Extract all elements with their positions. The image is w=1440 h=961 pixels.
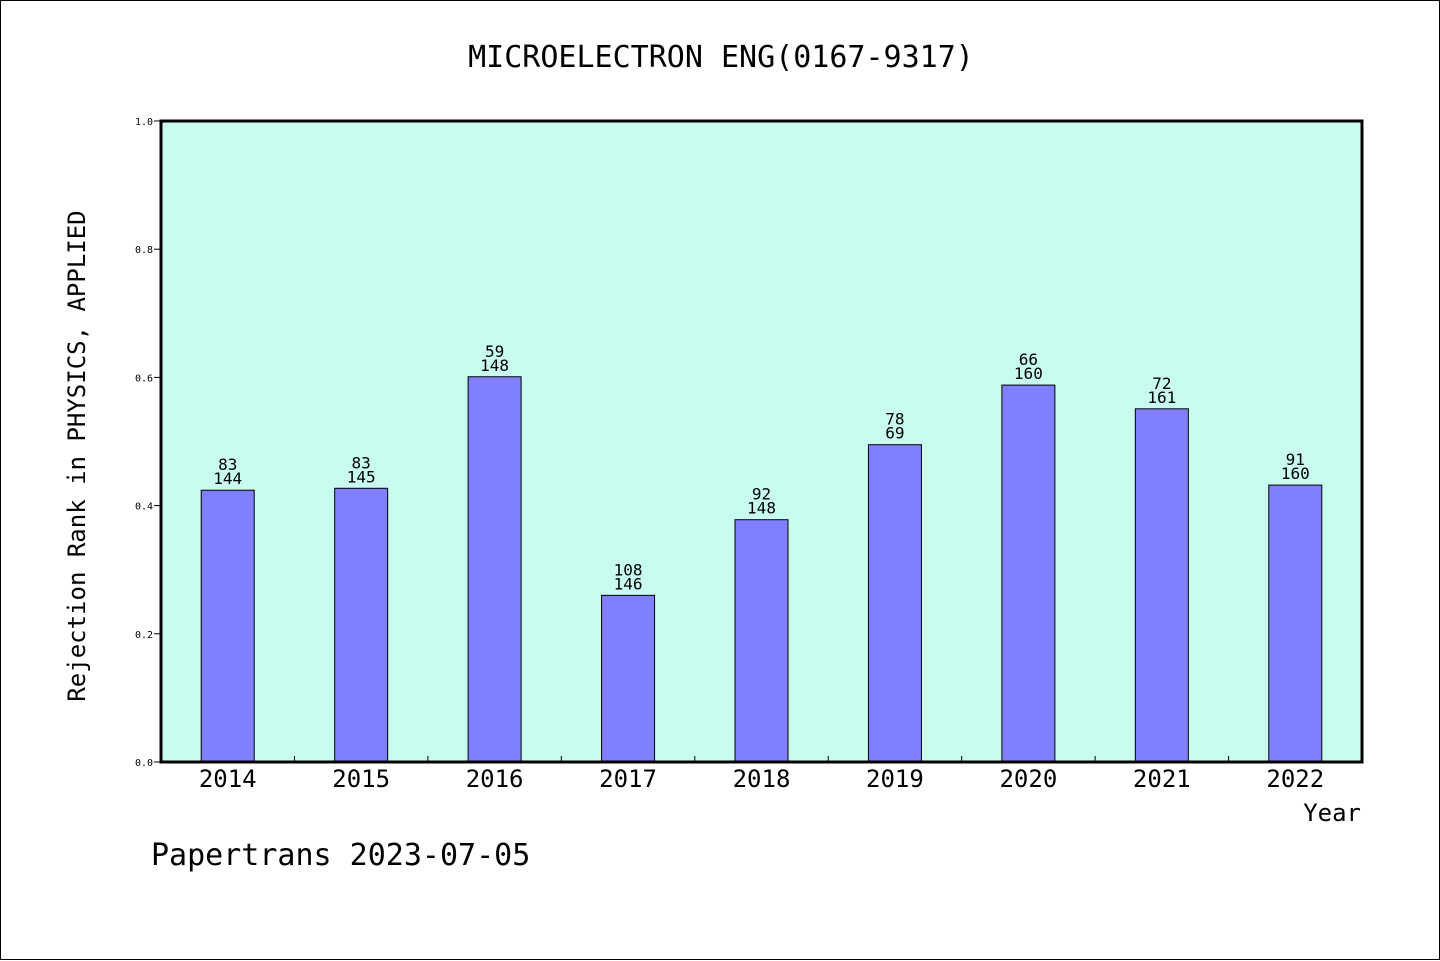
bar-2014	[200, 489, 255, 763]
bar-label-top: 72	[1152, 374, 1171, 393]
x-axis: 2014 2015 2016 2017 2018 2019 2020 2021 2022	[199, 756, 1324, 793]
bar-2018	[734, 519, 789, 763]
y-tick-label: 0.0	[135, 758, 153, 769]
bar-label-bottom: 148	[480, 356, 509, 375]
bars: 8314483145591481081469214878696616072161…	[200, 342, 1323, 763]
bar-label-bottom: 145	[347, 467, 376, 486]
bar-2019	[867, 444, 922, 763]
bar-label-top: 83	[352, 453, 371, 472]
y-tick-label: 0.8	[135, 245, 153, 256]
bar-label-top: 78	[885, 410, 904, 429]
x-tick-label: 2017	[599, 765, 657, 793]
x-tick-label: 2015	[332, 765, 390, 793]
bar-2020	[1001, 384, 1056, 763]
bar-label-bottom: 144	[213, 469, 242, 488]
bar-label-top: 83	[218, 455, 237, 474]
y-axis-label: Rejection Rank in PHYSICS, APPLIED	[63, 210, 91, 701]
x-tick-label: 2016	[466, 765, 524, 793]
bar-label-bottom: 160	[1014, 364, 1043, 383]
bar-label-bottom: 146	[614, 574, 643, 593]
y-tick-label: 0.6	[135, 373, 153, 384]
bar-label-bottom: 148	[747, 499, 776, 518]
bar-label-top: 66	[1019, 350, 1038, 369]
y-axis: 0.0 0.2 0.4 0.6 0.8 1.0	[135, 117, 161, 769]
bar-label-top: 92	[752, 485, 771, 504]
footer-text: Papertrans 2023-07-05	[151, 838, 530, 873]
bar-2022	[1268, 484, 1323, 763]
bar-label-top: 108	[614, 560, 643, 579]
x-tick-label: 2022	[1266, 765, 1324, 793]
bar-2021	[1134, 408, 1189, 763]
y-tick-label: 0.4	[135, 502, 153, 513]
plot-border	[159, 119, 1364, 764]
bar-label-bottom: 161	[1147, 388, 1176, 407]
x-axis-label: Year	[1303, 799, 1361, 827]
bar-2015	[334, 487, 389, 763]
bar-label-bottom: 69	[885, 424, 904, 443]
y-tick-label: 1.0	[135, 117, 153, 128]
x-tick-label: 2021	[1133, 765, 1191, 793]
x-tick-label: 2019	[866, 765, 924, 793]
chart-title: MICROELECTRON ENG(0167-9317)	[468, 40, 974, 75]
bar-label-top: 91	[1286, 450, 1305, 469]
bar-label-bottom: 160	[1281, 464, 1310, 483]
y-tick-label: 0.2	[135, 630, 153, 641]
x-tick-label: 2014	[199, 765, 257, 793]
bar-label-top: 59	[485, 342, 504, 361]
bar-2016	[467, 376, 522, 763]
bar-2017	[601, 594, 656, 763]
x-tick-label: 2020	[999, 765, 1057, 793]
x-tick-label: 2018	[733, 765, 791, 793]
